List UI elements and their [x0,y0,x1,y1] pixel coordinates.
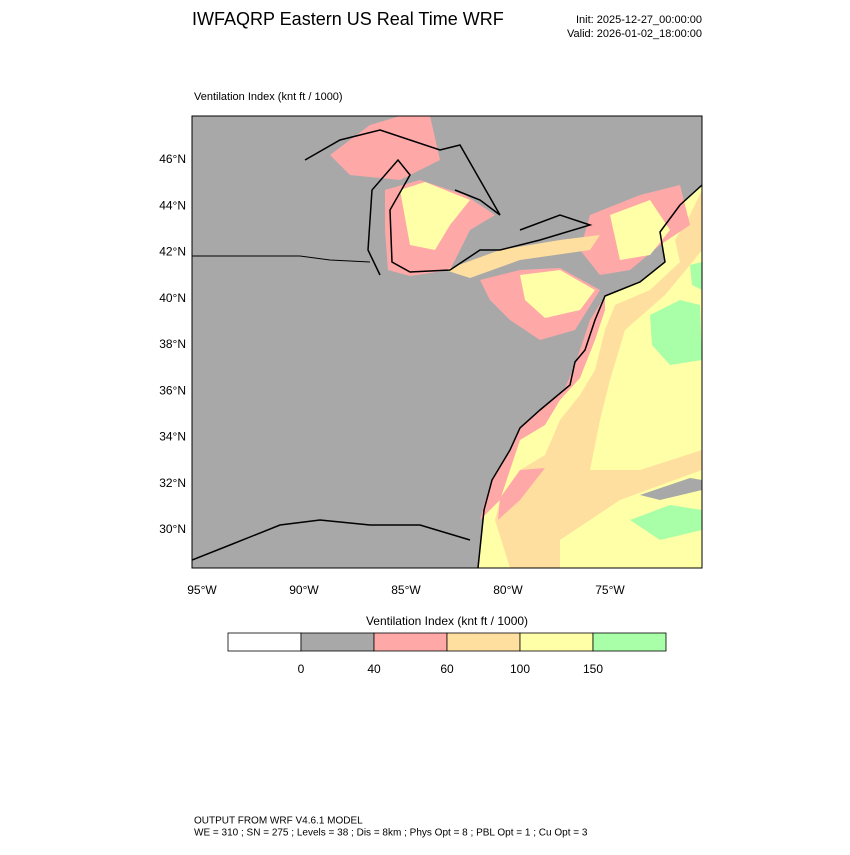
lat-label: 36°N [159,383,186,397]
lon-label: 85°W [391,583,421,597]
lon-label: 80°W [493,583,523,597]
lat-label: 34°N [159,430,186,444]
colorbar-tick-label: 100 [510,662,530,676]
colorbar-box [446,632,521,652]
lat-label: 38°N [159,337,186,351]
colorbar-box [519,632,594,652]
lon-label: 75°W [595,583,625,597]
lat-label: 42°N [159,245,186,259]
title: IWFAQRP Eastern US Real Time WRF [192,9,504,29]
colorbar-box [300,632,375,652]
colorbar-tick-label: 150 [583,662,603,676]
footer-line: OUTPUT FROM WRF V4.6.1 MODEL [194,816,363,827]
valid-time: Valid: 2026-01-02_18:00:00 [567,28,702,40]
lat-label: 30°N [159,522,186,536]
colorbar-box [373,632,448,652]
colorbar-box [592,632,667,652]
lat-label: 32°N [159,476,186,490]
colorbar-box [227,632,302,652]
colorbar-tick-label: 60 [440,662,454,676]
footer-line: WE = 310 ; SN = 275 ; Levels = 38 ; Dis … [194,828,588,839]
lon-label: 90°W [289,583,319,597]
colorbar-tick-label: 0 [298,662,305,676]
colorbar-title: Ventilation Index (knt ft / 1000) [366,614,528,628]
lon-label: 95°W [187,583,217,597]
map-subtitle: Ventilation Index (knt ft / 1000) [194,91,343,103]
lat-label: 46°N [159,152,186,166]
lat-label: 44°N [159,198,186,212]
init-time: Init: 2025-12-27_00:00:00 [576,14,702,26]
colorbar-tick-label: 40 [367,662,381,676]
map [191,115,703,569]
lat-label: 40°N [159,291,186,305]
